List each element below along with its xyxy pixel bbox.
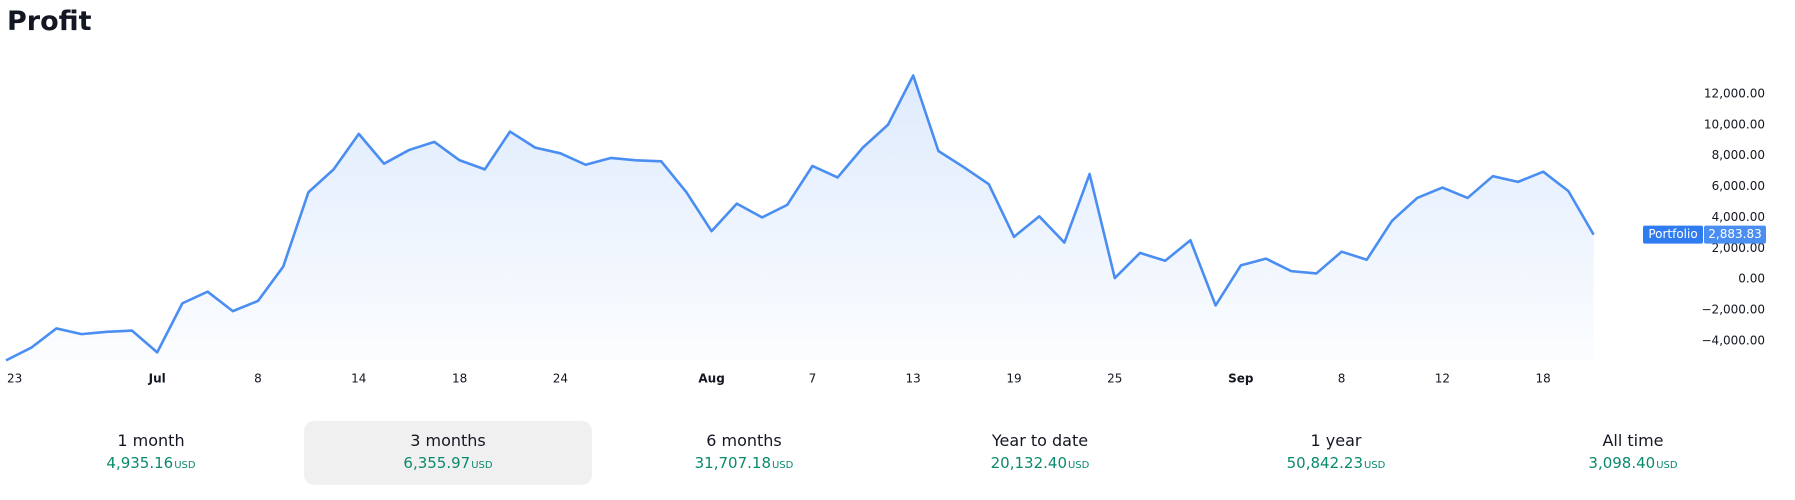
period-label: Year to date bbox=[991, 431, 1089, 450]
tag-name: Portfolio bbox=[1648, 227, 1697, 241]
line bbox=[5, 74, 1595, 362]
value: 31,707.18 bbox=[694, 454, 771, 472]
x-tick-label: 23 bbox=[7, 372, 22, 386]
y-tick-label: 12,000.00 bbox=[1704, 86, 1765, 100]
y-tick-label: 6,000.00 bbox=[1712, 179, 1765, 193]
x-tick-label: 8 bbox=[1338, 372, 1346, 386]
x-tick-label: Sep bbox=[1228, 372, 1254, 386]
currency: USD bbox=[1363, 460, 1386, 471]
period-card[interactable]: 6 months 31,707.18USD bbox=[600, 421, 888, 485]
x-tick-label: 7 bbox=[809, 372, 817, 386]
x-tick-label: 19 bbox=[1006, 372, 1021, 386]
value: 6,355.97 bbox=[403, 454, 471, 472]
period-card[interactable]: 1 month 4,935.16USD bbox=[7, 421, 295, 485]
x-tick-label: Aug bbox=[698, 372, 724, 386]
x-tick-label: 13 bbox=[906, 372, 921, 386]
x-tick-label: 14 bbox=[351, 372, 366, 386]
period-cards: 1 month 4,935.16USD 3 months 6,355.97USD 6 m… bbox=[0, 421, 1795, 485]
y-tick-label: 10,000.00 bbox=[1704, 117, 1765, 131]
period-label: All time bbox=[1602, 431, 1664, 450]
value: 20,132.40 bbox=[990, 454, 1067, 472]
x-tick-label: 18 bbox=[452, 372, 467, 386]
period-value: 31,707.18USD bbox=[600, 454, 888, 472]
y-tick-label: 2,000.00 bbox=[1712, 241, 1765, 255]
currency: USD bbox=[174, 460, 196, 471]
y-tick-label: −4,000.00 bbox=[1702, 333, 1766, 347]
tag-value-bg bbox=[1704, 225, 1766, 244]
value: 3,098.40 bbox=[1588, 454, 1656, 472]
period-card[interactable]: All time 3,098.40USD bbox=[1489, 421, 1777, 485]
tag-value: 2,883.83 bbox=[1708, 227, 1761, 241]
y-tick-label: 0.00 bbox=[1738, 272, 1765, 286]
period-card[interactable]: 1 year 50,842.23USD bbox=[1192, 421, 1480, 485]
chart-title: Profit bbox=[7, 6, 92, 37]
currency: USD bbox=[471, 460, 493, 471]
value: 4,935.16 bbox=[106, 454, 174, 472]
period-value: 4,935.16USD bbox=[7, 454, 295, 472]
y-tick-label: 4,000.00 bbox=[1712, 210, 1765, 224]
currency: USD bbox=[1067, 460, 1090, 471]
area bbox=[6, 75, 1594, 361]
period-card[interactable]: Year to date 20,132.40USD bbox=[896, 421, 1184, 485]
x-tick-label: 12 bbox=[1435, 372, 1450, 386]
period-value: 6,355.97USD bbox=[304, 454, 592, 472]
x-tick-label: 25 bbox=[1107, 372, 1122, 386]
chart: −4,000.00 −2,000.00 0.00 2,000.00 4,000.00 6,… bbox=[5, 74, 1766, 386]
period-label: 1 month bbox=[117, 431, 185, 450]
tag-name-bg bbox=[1643, 225, 1703, 244]
currency: USD bbox=[771, 460, 794, 471]
period-value: 20,132.40USD bbox=[896, 454, 1184, 472]
period-label: 3 months bbox=[410, 431, 486, 450]
period-card[interactable]: 3 months 6,355.97USD bbox=[304, 421, 592, 485]
price-tag: Portfolio 2,883.83 bbox=[1643, 225, 1766, 244]
period-label: 1 year bbox=[1310, 431, 1362, 450]
x-tick-label: 18 bbox=[1536, 372, 1551, 386]
x-tick-label: Jul bbox=[148, 372, 166, 386]
y-tick-label: 8,000.00 bbox=[1712, 148, 1765, 162]
value: 50,842.23 bbox=[1286, 454, 1363, 472]
x-tick-label: 24 bbox=[553, 372, 568, 386]
y-tick-label: −2,000.00 bbox=[1702, 303, 1766, 317]
x-tick-label: 8 bbox=[254, 372, 262, 386]
period-value: 50,842.23USD bbox=[1192, 454, 1480, 472]
period-value: 3,098.40USD bbox=[1489, 454, 1777, 472]
currency: USD bbox=[1656, 460, 1678, 471]
period-label: 6 months bbox=[706, 431, 782, 450]
